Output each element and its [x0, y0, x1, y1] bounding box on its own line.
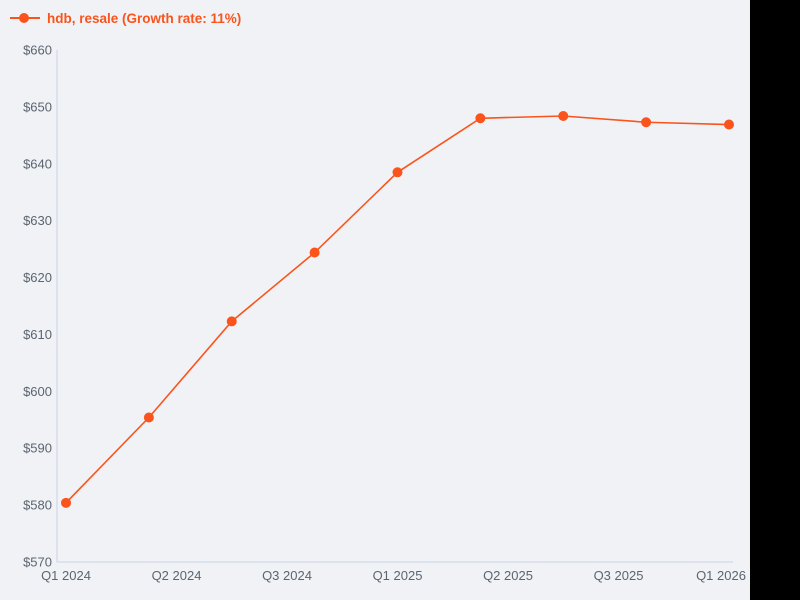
y-tick-label: $660 — [23, 43, 52, 58]
chart-page: hdb, resale (Growth rate: 11%) $570 $580 $… — [10, 8, 746, 584]
legend-marker-dot — [19, 13, 29, 23]
data-point[interactable]: Q2 2024: $595.4 — [143, 412, 154, 423]
y-tick-label: $640 — [23, 156, 52, 171]
data-point[interactable]: Q4 2025: $647.3 — [641, 117, 652, 128]
data-point[interactable]: Q3 2024: $612.3 — [226, 316, 237, 327]
data-point[interactable]: Q3 2025: $648.4 — [558, 110, 569, 121]
x-tick-label: Q1 2026 — [696, 568, 746, 583]
x-tick-label: Q1 2025 — [373, 568, 423, 583]
chart-legend[interactable]: hdb, resale (Growth rate: 11%) — [10, 8, 241, 28]
data-point[interactable]: Q2 2025: $648 — [475, 113, 486, 124]
y-tick-label: $590 — [23, 441, 52, 456]
line-chart-canvas: $570 $580 $590 $600 $610 $620 $630 $640 $650 $660… — [23, 43, 746, 584]
y-tick-label: $570 — [23, 555, 52, 570]
data-point[interactable]: Q1 2025: $638.5 — [392, 167, 403, 178]
y-tick-label: $620 — [23, 270, 52, 285]
x-tick-label: Q3 2025 — [594, 568, 644, 583]
y-tick-label: $630 — [23, 213, 52, 228]
data-point[interactable]: Q1 2024: $580.4 — [61, 497, 71, 508]
y-tick-label: $580 — [23, 498, 52, 513]
axis-lines — [56, 50, 733, 563]
y-tick-label: $610 — [23, 327, 52, 342]
y-tick-label: $650 — [23, 99, 52, 114]
x-tick-label: Q2 2024 — [152, 568, 202, 583]
x-tick-label: Q3 2024 — [262, 568, 312, 583]
letterbox-bar — [750, 0, 800, 600]
y-tick-label: $600 — [23, 384, 52, 399]
x-tick-label: Q1 2024 — [41, 568, 91, 583]
legend-line-marker-icon — [10, 13, 40, 23]
x-tick-label: Q2 2025 — [483, 568, 533, 583]
legend-label: hdb, resale (Growth rate: 11%) — [47, 10, 242, 26]
data-point[interactable]: Q1 2026: $646.9 — [724, 119, 734, 130]
data-point[interactable]: Q4 2024: $624.4 — [309, 247, 320, 258]
